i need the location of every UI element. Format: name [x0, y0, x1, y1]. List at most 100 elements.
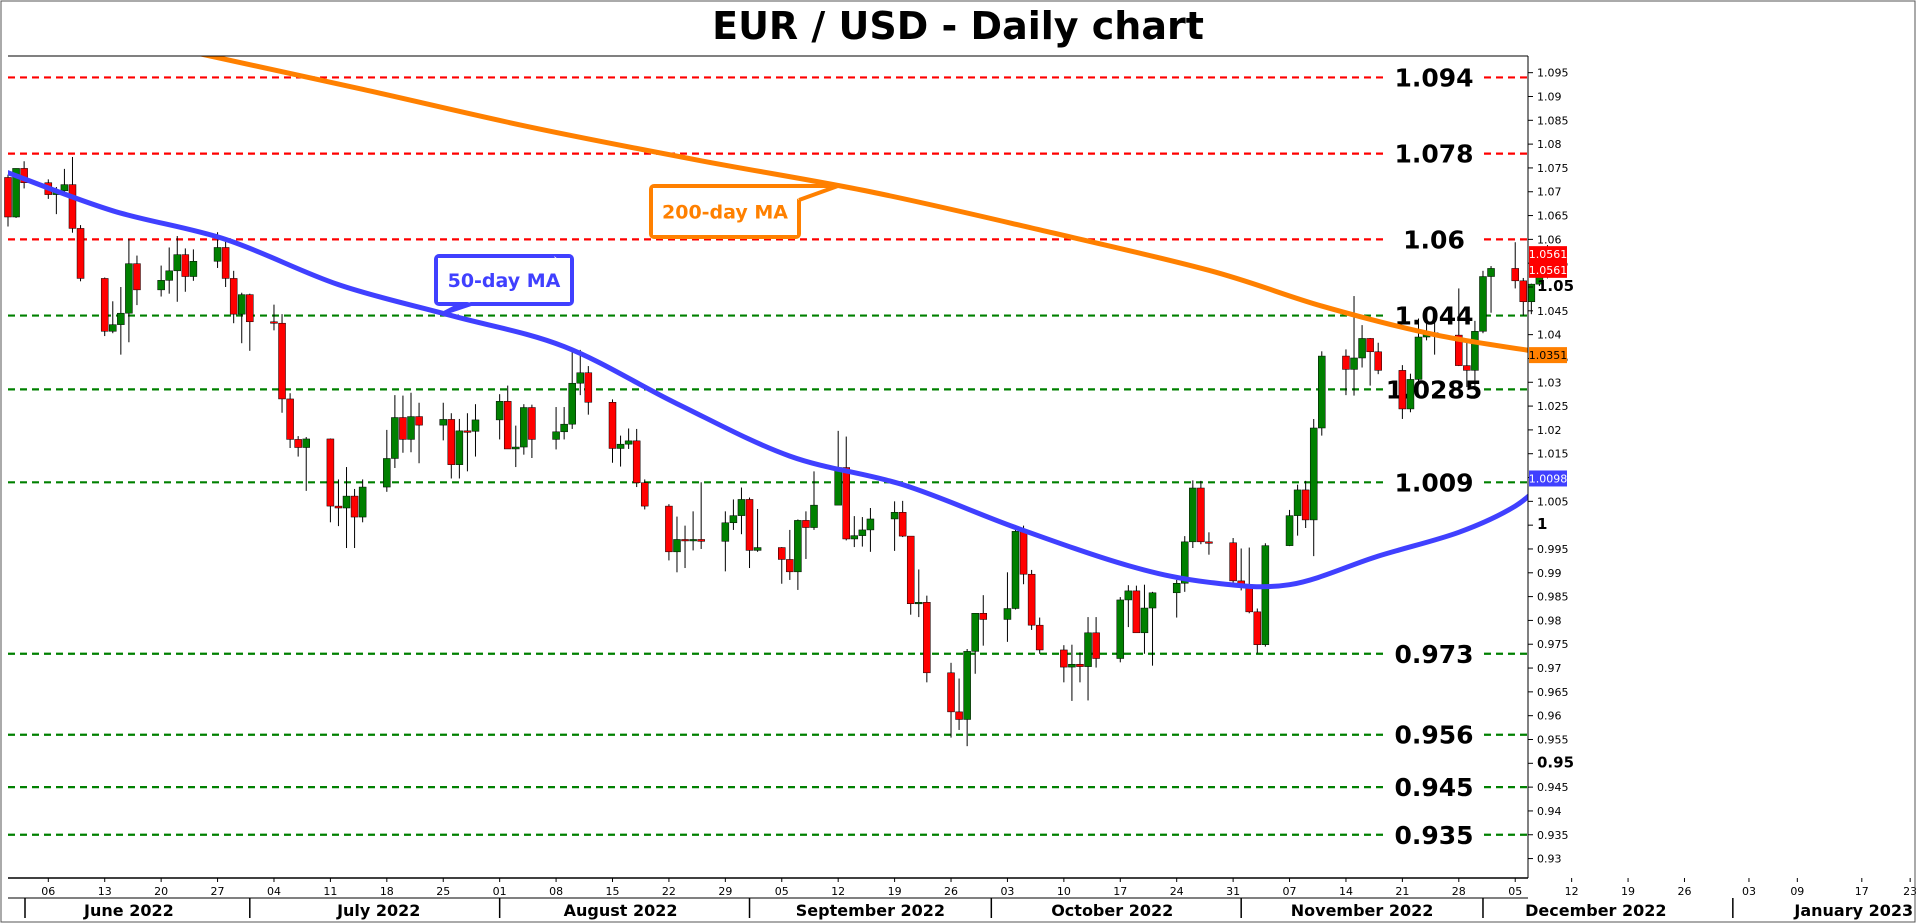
candle-body	[1358, 338, 1366, 359]
candle-body	[294, 439, 302, 448]
candle-body	[302, 438, 310, 448]
ma50-callout: 50-day MA	[434, 254, 574, 316]
y-tick-label: 1.09	[1537, 90, 1562, 103]
candle-body	[890, 512, 899, 520]
y-tick-label: 1.02	[1537, 424, 1562, 437]
candle-body	[681, 539, 689, 542]
candle-body	[270, 321, 278, 324]
y-tick-label: 1.045	[1537, 305, 1569, 318]
x-tick-label: 13	[98, 885, 112, 898]
x-tick-label: 14	[1339, 885, 1353, 898]
ma-label: 50-day MA	[448, 270, 561, 292]
candle-body	[624, 440, 633, 445]
candle-body	[1132, 590, 1141, 634]
x-tick-label: 17	[1113, 885, 1127, 898]
month-label: October 2022	[1051, 901, 1173, 920]
candle-body	[923, 602, 931, 674]
y-tick-label: 0.96	[1537, 710, 1562, 723]
candle-body	[415, 416, 423, 426]
y-tick-label: 1.05	[1537, 277, 1574, 295]
y-tick-label: 1.025	[1537, 400, 1569, 413]
x-axis: 06 13 20 27 04 11 18 25 01 08 15 22 29 05 12 19 26 03 10 17…	[8, 877, 1916, 920]
ma200-line	[198, 56, 1528, 353]
annotations: 200-day MA 50-day MA	[434, 183, 839, 316]
candle-body	[1350, 357, 1358, 370]
candle-body	[358, 486, 367, 518]
candle-body	[100, 278, 109, 332]
candle-body	[632, 440, 641, 484]
level-label: 0.935	[1394, 821, 1473, 850]
candle-body	[76, 228, 85, 279]
x-tick-label: 20	[154, 885, 168, 898]
y-tick-label: 0.975	[1537, 638, 1569, 651]
candle-body	[1479, 276, 1487, 332]
x-tick-label: 09	[1790, 885, 1804, 898]
x-tick-label: 12	[831, 885, 845, 898]
candle-body	[463, 430, 472, 433]
candle-body	[1487, 268, 1495, 277]
candle-body	[689, 539, 697, 542]
candle-body	[576, 372, 585, 384]
candle-body	[286, 398, 294, 440]
x-tick-label: 26	[944, 885, 958, 898]
candle-body	[802, 520, 810, 528]
level-label: 1.078	[1394, 140, 1473, 169]
y-tick-label: 0.965	[1537, 686, 1569, 699]
month-label: November 2022	[1291, 901, 1434, 920]
level-label: 1.094	[1394, 63, 1473, 92]
y-tick-label: 0.945	[1537, 781, 1569, 794]
candle-body	[1374, 351, 1382, 371]
y-tick-label: 1.06	[1537, 233, 1562, 246]
candle-body	[213, 247, 222, 262]
candle-body	[810, 504, 818, 528]
x-tick-label: 26	[1677, 885, 1691, 898]
candle-body	[237, 294, 246, 315]
candle-body	[552, 431, 560, 440]
candle-body	[1019, 531, 1028, 575]
candle-body	[157, 280, 165, 291]
month-label: June 2022	[83, 901, 174, 920]
candle-body	[1116, 599, 1125, 659]
y-tick-label: 1.07	[1537, 186, 1562, 199]
candle-body	[616, 443, 625, 449]
candle-body	[278, 322, 286, 400]
candle-body	[1511, 268, 1519, 282]
candle-body	[495, 401, 504, 421]
x-tick-label: 29	[718, 885, 732, 898]
x-tick-label: 12	[1565, 885, 1579, 898]
ma200-callout: 200-day MA	[649, 183, 839, 239]
last-price-tag-bg	[1529, 261, 1567, 278]
candle-body	[947, 672, 955, 713]
x-tick-label: 11	[323, 885, 337, 898]
candle-body	[12, 168, 20, 218]
x-tick-label: 03	[1000, 885, 1014, 898]
ma50-line	[8, 170, 1528, 590]
candle-body	[955, 711, 963, 720]
x-tick-label: 01	[493, 885, 507, 898]
candle-body	[1229, 542, 1237, 582]
ma200-value-tag: 1.0351	[1529, 349, 1568, 362]
x-tick-label: 03	[1742, 885, 1756, 898]
candle-body	[963, 651, 971, 720]
x-tick-label: 25	[436, 885, 450, 898]
x-tick-label: 19	[1621, 885, 1635, 898]
candle-body	[858, 529, 867, 536]
last-price-tag: 1.0561	[1529, 264, 1568, 277]
candle-body	[1011, 531, 1020, 609]
candle-body	[697, 539, 705, 542]
candle-body	[1035, 624, 1044, 651]
candle-body	[1406, 379, 1415, 410]
x-tick-label: 06	[41, 885, 55, 898]
y-tick-label: 1.015	[1537, 448, 1569, 461]
candle-body	[1197, 487, 1205, 543]
candle-body	[1455, 334, 1463, 366]
candle-body	[665, 505, 673, 553]
candle-body	[1068, 663, 1076, 668]
candle-body	[173, 254, 182, 272]
x-tick-label: 23	[1903, 885, 1916, 898]
candle-body	[399, 417, 407, 440]
candle-body	[673, 539, 681, 553]
y-tick-label: 1.03	[1537, 376, 1562, 389]
candle-body	[229, 278, 238, 315]
